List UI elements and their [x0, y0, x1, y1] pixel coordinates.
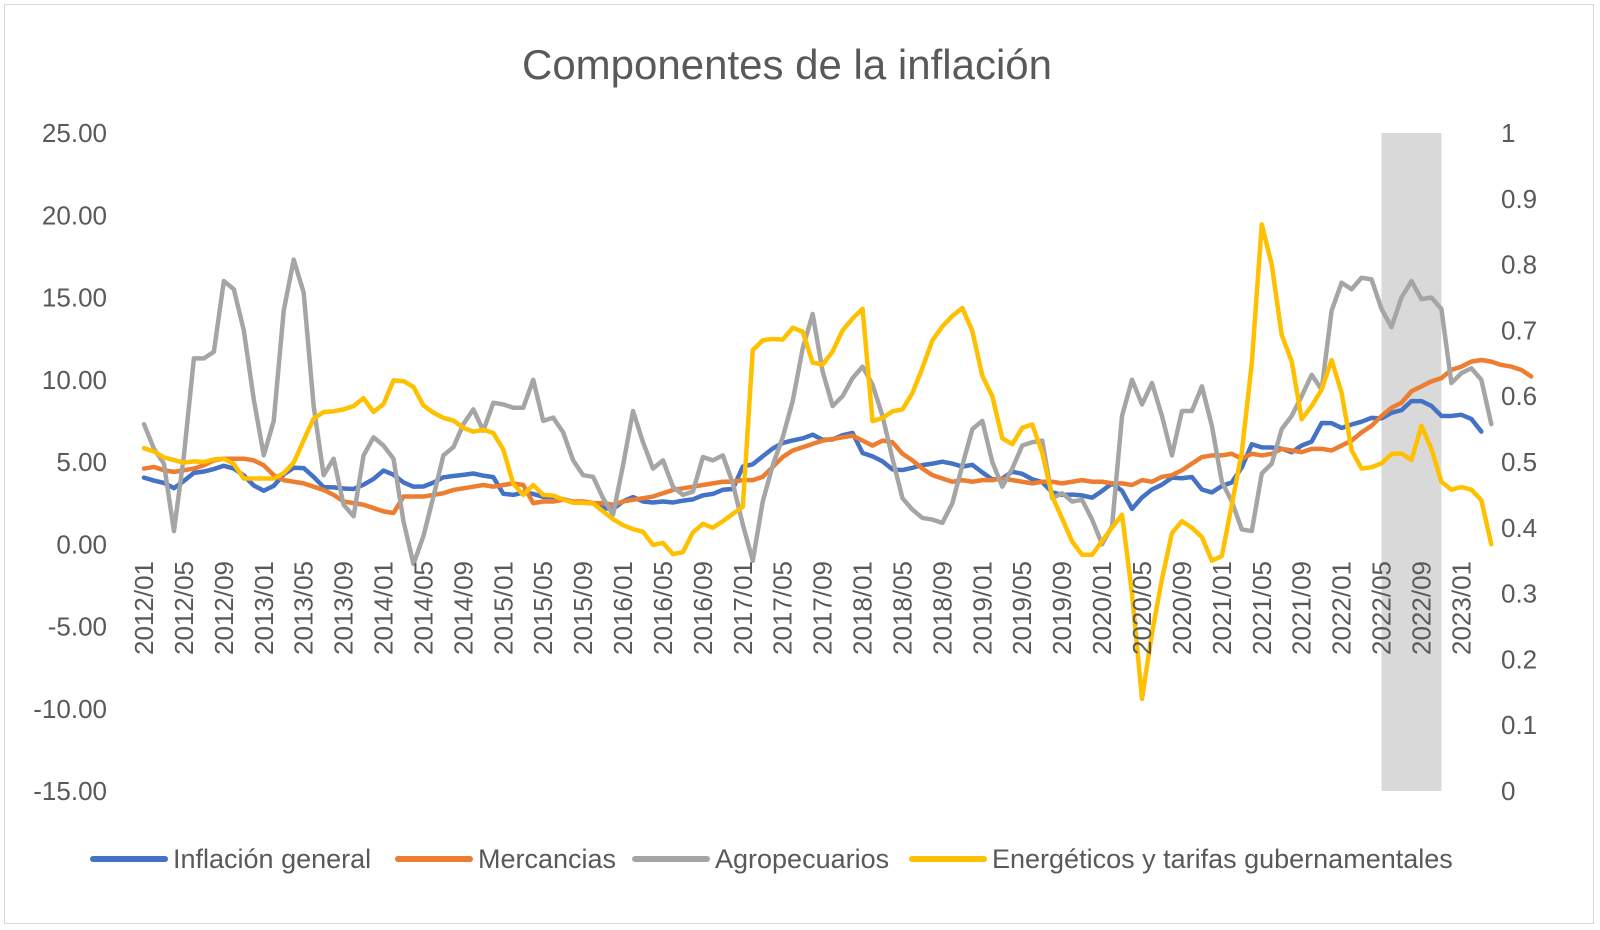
y-right-tick-label: 0.3 — [1501, 579, 1537, 609]
series-line-energ-ticos-y-tarifas-gubernamentales — [141, 222, 1494, 702]
y-right-tick-label: 0.6 — [1501, 381, 1537, 411]
x-tick-label: 2012/05 — [169, 561, 199, 655]
series-line-agropecuarios — [141, 257, 1494, 567]
x-tick-label: 2020/09 — [1167, 561, 1197, 655]
x-tick-label: 2022/01 — [1327, 561, 1357, 655]
y-left-tick-label: -10.00 — [33, 694, 107, 724]
x-tick-label: 2014/01 — [369, 561, 399, 655]
x-tick-label: 2021/05 — [1247, 561, 1277, 655]
y-right-tick-label: 0.9 — [1501, 184, 1537, 214]
x-tick-label: 2018/05 — [888, 561, 918, 655]
y-left-tick-label: 5.00 — [56, 447, 107, 477]
x-tick-label: 2019/09 — [1047, 561, 1077, 655]
y-right-tick-label: 0.2 — [1501, 644, 1537, 674]
x-tick-label: 2019/05 — [1007, 561, 1037, 655]
y-right-tick-label: 0.5 — [1501, 447, 1537, 477]
y-left-tick-label: -5.00 — [48, 612, 107, 642]
x-tick-label: 2023/01 — [1446, 561, 1476, 655]
y-right-tick-label: 0.4 — [1501, 513, 1537, 543]
x-tick-label: 2015/01 — [488, 561, 518, 655]
series-line-mercancias — [141, 357, 1534, 516]
x-tick-label: 2019/01 — [967, 561, 997, 655]
x-tick-label: 2015/09 — [568, 561, 598, 655]
y-right-tick-label: 0 — [1501, 776, 1515, 806]
chart-svg: Componentes de la inflación -15.00 -10.00… — [33, 41, 1537, 874]
x-tick-label: 2013/01 — [249, 561, 279, 655]
y-left-tick-label: 15.00 — [42, 283, 107, 313]
x-tick-label: 2018/09 — [927, 561, 957, 655]
x-tick-label: 2015/05 — [528, 561, 558, 655]
legend-label: Energéticos y tarifas gubernamentales — [992, 844, 1453, 874]
legend-label: Inflación general — [173, 844, 371, 874]
x-tick-label: 2022/09 — [1406, 561, 1436, 655]
x-tick-label: 2022/05 — [1367, 561, 1397, 655]
y-left-tick-label: 20.00 — [42, 200, 107, 230]
x-tick-label: 2012/01 — [129, 561, 159, 655]
legend-label: Mercancias — [478, 844, 616, 874]
legend: Inflación general Mercancias Agropecuarios… — [90, 844, 1453, 874]
x-tick-label: 2021/09 — [1287, 561, 1317, 655]
y-right-tick-label: 0.1 — [1501, 710, 1537, 740]
x-tick-label: 2018/01 — [848, 561, 878, 655]
y-axis-left: -15.00 -10.00 -5.00 0.00 5.00 10.00 15.00 20.00… — [33, 118, 107, 806]
x-tick-label: 2021/01 — [1207, 561, 1237, 655]
legend-label: Agropecuarios — [715, 844, 889, 874]
x-tick-label: 2017/05 — [768, 561, 798, 655]
x-tick-label: 2016/01 — [608, 561, 638, 655]
x-tick-label: 2013/09 — [329, 561, 359, 655]
y-axis-right: 0 0.1 0.2 0.3 0.4 0.5 0.6 0.7 0.8 0.9 1 — [1501, 118, 1537, 806]
x-tick-label: 2013/05 — [289, 561, 319, 655]
x-tick-label: 2014/09 — [448, 561, 478, 655]
y-right-tick-label: 1 — [1501, 118, 1515, 148]
y-left-tick-label: 25.00 — [42, 118, 107, 148]
y-right-tick-label: 0.7 — [1501, 315, 1537, 345]
x-tick-label: 2017/01 — [728, 561, 758, 655]
x-tick-label: 2014/05 — [408, 561, 438, 655]
y-right-tick-label: 0.8 — [1501, 250, 1537, 280]
x-tick-label: 2020/05 — [1127, 561, 1157, 655]
chart-frame: Componentes de la inflación -15.00 -10.00… — [4, 4, 1594, 924]
chart-title: Componentes de la inflación — [522, 41, 1052, 88]
x-tick-label: 2020/01 — [1087, 561, 1117, 655]
x-tick-label: 2017/09 — [808, 561, 838, 655]
y-left-tick-label: 0.00 — [56, 529, 107, 559]
x-axis: 2012/01 2012/05 2012/09 2013/01 2013/05 2013/… — [129, 561, 1476, 655]
series-line-inflaci-n-general — [141, 398, 1484, 512]
series-layer — [141, 222, 1534, 702]
x-tick-label: 2016/09 — [688, 561, 718, 655]
y-left-tick-label: -15.00 — [33, 776, 107, 806]
x-tick-label: 2016/05 — [648, 561, 678, 655]
y-left-tick-label: 10.00 — [42, 365, 107, 395]
x-tick-label: 2012/09 — [209, 561, 239, 655]
